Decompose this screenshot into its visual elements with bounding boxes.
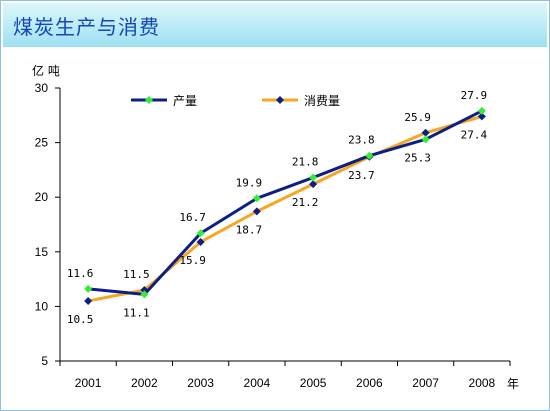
- x-tick-label: 2008: [469, 376, 496, 390]
- data-label-production: 27.9: [461, 89, 488, 102]
- legend-label: 消费量: [304, 94, 340, 108]
- x-tick-label: 2004: [244, 376, 271, 390]
- marker-consumption: [421, 128, 430, 137]
- data-label-consumption: 18.7: [236, 223, 263, 236]
- legend-marker: [145, 96, 153, 104]
- x-unit-label: 年: [507, 377, 519, 391]
- x-tick-label: 2007: [412, 376, 439, 390]
- x-tick-label: 2006: [356, 376, 383, 390]
- marker-consumption: [84, 296, 93, 305]
- data-label-consumption: 10.5: [67, 313, 94, 326]
- y-tick-label: 5: [41, 354, 48, 368]
- data-label-consumption: 27.4: [461, 128, 488, 141]
- page-title: 煤炭生产与消费: [13, 15, 160, 39]
- data-label-production: 11.1: [123, 306, 150, 319]
- x-tick-label: 2003: [187, 376, 214, 390]
- marker-production: [309, 173, 318, 182]
- marker-consumption: [140, 286, 149, 295]
- marker-production: [477, 106, 486, 115]
- data-label-consumption: 11.5: [123, 268, 150, 281]
- y-tick-label: 25: [35, 136, 49, 150]
- legend-label: 产量: [173, 94, 197, 108]
- y-tick-label: 10: [35, 299, 49, 313]
- series-line-production: [87, 109, 483, 296]
- data-label-production: 11.6: [67, 267, 94, 280]
- y-tick-label: 20: [35, 190, 49, 204]
- marker-consumption: [196, 237, 205, 246]
- marker-consumption: [477, 112, 486, 121]
- legend-marker: [276, 96, 284, 104]
- y-tick-label: 15: [35, 245, 49, 259]
- marker-production: [365, 151, 374, 160]
- marker-consumption: [252, 207, 261, 216]
- title-bar: 煤炭生产与消费: [3, 3, 547, 47]
- data-label-consumption: 21.2: [292, 196, 319, 209]
- y-unit-label: 亿 吨: [32, 63, 60, 78]
- marker-production: [252, 194, 261, 203]
- data-label-consumption: 25.9: [404, 111, 431, 124]
- data-label-consumption: 15.9: [179, 254, 206, 267]
- x-tick-label: 2005: [300, 376, 327, 390]
- marker-production: [140, 290, 149, 299]
- data-label-consumption: 23.7: [348, 169, 375, 182]
- data-label-production: 25.3: [404, 151, 431, 164]
- data-label-production: 16.7: [179, 211, 206, 224]
- data-label-production: 23.8: [348, 134, 375, 147]
- data-label-production: 21.8: [292, 156, 319, 169]
- x-tick-label: 2001: [75, 376, 102, 390]
- y-tick-label: 30: [35, 81, 49, 95]
- x-tick-label: 2002: [131, 376, 158, 390]
- data-label-production: 19.9: [236, 176, 263, 189]
- marker-consumption: [309, 180, 318, 189]
- marker-production: [196, 229, 205, 238]
- marker-production: [84, 284, 93, 293]
- marker-production: [421, 135, 430, 144]
